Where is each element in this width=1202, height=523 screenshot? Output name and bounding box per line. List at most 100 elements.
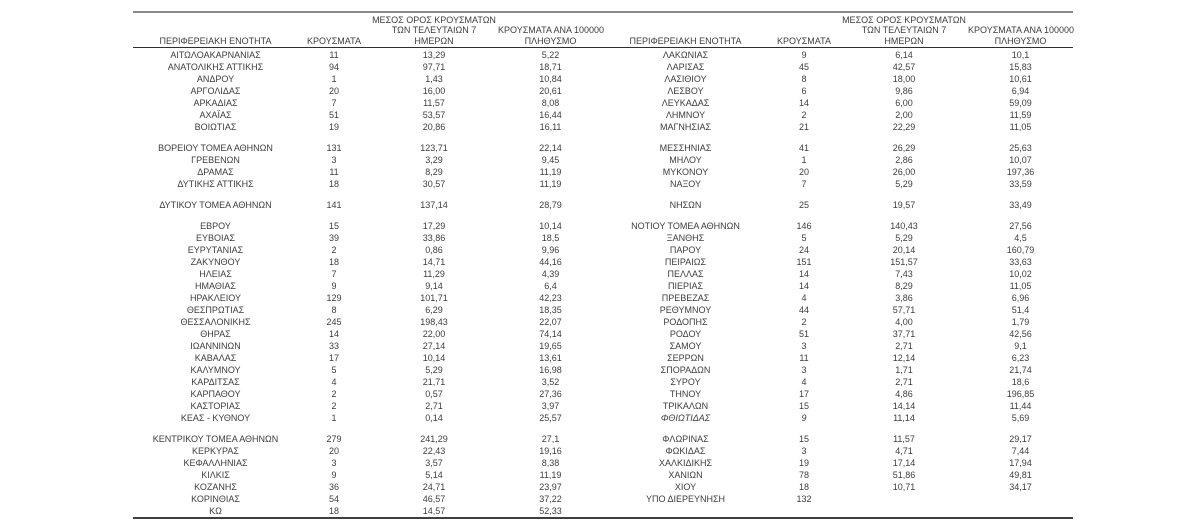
cell-cases: 41: [798, 143, 809, 153]
table-row: ΔΡΑΜΑΣ 11 8,29 11,19: [133, 166, 603, 178]
table-row: ΥΠΟ ΔΙΕΡΕΥΝΗΣΗ 132: [603, 493, 1073, 505]
cell-cases: 3: [801, 446, 807, 456]
table-row: ΣΑΜΟΥ 3 2,71 9,1: [603, 340, 1073, 352]
cell-per100k: 25,63: [1009, 143, 1032, 153]
cell-per100k: 37,22: [539, 494, 562, 504]
cell-per100k: 10,1: [1011, 50, 1030, 60]
cell-per100k: 28,79: [539, 200, 562, 210]
cell-cases: 39: [328, 233, 339, 243]
cell-avg7: 11,57: [423, 98, 445, 108]
table-header-row: ΠΕΡΙΦΕΡΕΙΑΚΗ ΕΝΟΤΗΤΑ ΚΡΟΥΣΜΑΤΑ ΜΕΣΟΣ ΟΡΟ…: [133, 11, 1074, 48]
cell-cases: 2: [801, 110, 807, 120]
per100k-column-header: ΚΡΟΥΣΜΑΤΑ ΑΝΑ 100000 ΠΛΗΘΥΣΜΟ: [968, 25, 1074, 46]
cell-cases: 20: [328, 86, 339, 96]
cell-per100k: 1,79: [1011, 317, 1030, 327]
cell-cases: 9: [331, 281, 337, 291]
cell-avg7: 26,29: [892, 143, 916, 153]
cell-cases: 20: [328, 446, 339, 456]
cell-per100k: 11,44: [1009, 401, 1032, 411]
table-row: ΡΕΘΥΜΝΟΥ 44 57,71 51,4: [603, 304, 1073, 316]
cell-per100k: 42,23: [539, 293, 562, 303]
table-row: ΒΟΙΩΤΙΑΣ 19 20,86 16,11: [133, 121, 603, 133]
cell-cases: 19: [328, 122, 339, 132]
table-row: ΦΘΙΩΤΙΔΑΣ 9 11,14 5,69: [603, 412, 1073, 424]
cell-region: ΣΕΡΡΩΝ: [667, 353, 704, 363]
table-row: ΤΗΝΟΥ 17 4,86 196,85: [603, 388, 1073, 400]
table-row: ΖΑΚΥΝΘΟΥ 18 14,71 44,16: [133, 256, 603, 268]
cell-region: ΕΥΒΟΙΑΣ: [195, 233, 236, 243]
cell-region: ΗΜΑΘΙΑΣ: [195, 281, 236, 291]
cell-cases: 33: [328, 341, 339, 351]
table-row: ΜΗΛΟΥ 1 2,86 10,07: [603, 154, 1073, 166]
cell-region: ΘΕΣΣΑΛΟΝΙΚΗΣ: [180, 317, 251, 327]
cell-per100k: 42,56: [1009, 329, 1032, 339]
table-row: ΔΥΤΙΚΗΣ ΑΤΤΙΚΗΣ 18 30,57 11,19: [133, 178, 603, 190]
cell-per100k: 59,09: [1009, 98, 1032, 108]
cell-avg7: 33,86: [422, 233, 446, 243]
cell-avg7: 6,14: [895, 50, 913, 60]
cell-cases: 45: [798, 62, 809, 72]
table-row: ΛΕΣΒΟΥ 6 9,86 6,94: [603, 85, 1073, 97]
cell-region: ΧΑΛΚΙΔΙΚΗΣ: [658, 458, 713, 468]
cell-region: ΣΥΡΟΥ: [670, 377, 701, 387]
cell-per100k: 9,96: [541, 245, 560, 255]
cell-per100k: 20,61: [539, 86, 562, 96]
cell-per100k: 18,71: [539, 62, 562, 72]
cell-avg7: 5,29: [895, 179, 913, 189]
cell-avg7: 5,29: [425, 365, 443, 375]
cell-cases: 4: [331, 377, 337, 387]
table-row: ΗΡΑΚΛΕΙΟΥ 129 101,71 42,23: [133, 292, 603, 304]
per100k-column-header: ΚΡΟΥΣΜΑΤΑ ΑΝΑ 100000 ΠΛΗΘΥΣΜΟ: [498, 25, 604, 46]
cell-region: ΘΗΡΑΣ: [200, 329, 231, 339]
cell-region: ΚΑΣΤΟΡΙΑΣ: [190, 401, 241, 411]
cell-avg7: 11,57: [893, 434, 915, 444]
table-row: ΚΟΖΑΝΗΣ 36 24,71 23,97: [133, 481, 603, 493]
cell-per100k: 27,1: [541, 434, 560, 444]
cell-avg7: 9,86: [895, 86, 913, 96]
cell-cases: 3: [801, 341, 807, 351]
table-row: ΣΠΟΡΑΔΩΝ 3 1,71 21,74: [603, 364, 1073, 376]
cell-cases: 9: [331, 470, 337, 480]
region-column-header: ΠΕΡΙΦΕΡΕΙΑΚΗ ΕΝΟΤΗΤΑ: [159, 35, 272, 46]
cell-cases: 24: [798, 245, 809, 255]
table-row: ΛΗΜΝΟΥ 2 2,00 11,59: [603, 109, 1073, 121]
cell-region: ΜΕΣΣΗΝΙΑΣ: [659, 143, 712, 153]
cell-per100k: 34,17: [1009, 482, 1032, 492]
cell-cases: 279: [326, 434, 342, 444]
cell-per100k: 10,14: [539, 221, 562, 231]
cell-per100k: 4,5: [1014, 233, 1027, 243]
cell-region: ΞΑΝΘΗΣ: [666, 233, 705, 243]
cell-per100k: 11,19: [539, 470, 562, 480]
cell-per100k: 18,35: [539, 305, 562, 315]
group-gap: [133, 133, 603, 142]
cell-per100k: 16,44: [539, 110, 562, 120]
cell-per100k: 197,36: [1006, 167, 1035, 177]
table-row: ΑΝΑΤΟΛΙΚΗΣ ΑΤΤΙΚΗΣ 94 97,71 18,71: [133, 61, 603, 73]
cell-region: ΑΝΑΤΟΛΙΚΗΣ ΑΤΤΙΚΗΣ: [167, 62, 264, 72]
cell-region: ΕΒΡΟΥ: [200, 221, 231, 231]
cell-region: ΠΡΕΒΕΖΑΣ: [661, 293, 710, 303]
table-row: ΚΕΡΚΥΡΑΣ 20 22,43 19,16: [133, 445, 603, 457]
table-row: ΚΙΛΚΙΣ 9 5,14 11,19: [133, 469, 603, 481]
cell-avg7: 22,29: [892, 122, 916, 132]
cell-region: ΡΕΘΥΜΝΟΥ: [659, 305, 712, 315]
cell-avg7: 10,71: [892, 482, 916, 492]
table-row: ΦΩΚΙΔΑΣ 3 4,71 7,44: [603, 445, 1073, 457]
cell-avg7: 0,14: [425, 413, 443, 423]
table-row: ΒΟΡΕΙΟΥ ΤΟΜΕΑ ΑΘΗΝΩΝ 131 123,71 22,14: [133, 142, 603, 154]
cell-per100k: 16,98: [539, 365, 562, 375]
table-row: ΓΡΕΒΕΝΩΝ 3 3,29 9,45: [133, 154, 603, 166]
cell-region: ΡΟΔΟΠΗΣ: [663, 317, 708, 327]
cell-region: ΑΝΔΡΟΥ: [196, 74, 235, 84]
cell-cases: 18: [328, 506, 339, 516]
cell-region: ΗΛΕΙΑΣ: [199, 269, 232, 279]
table-row: ΝΑΞΟΥ 7 5,29 33,59: [603, 178, 1073, 190]
cell-per100k: 11,19: [539, 179, 562, 189]
cell-region: ΚΑΒΑΛΑΣ: [194, 353, 237, 363]
cases-column-header: ΚΡΟΥΣΜΑΤΑ: [777, 35, 831, 46]
cell-region: ΕΥΡΥΤΑΝΙΑΣ: [187, 245, 244, 255]
cell-region: ΛΗΜΝΟΥ: [665, 110, 706, 120]
cell-region: ΚΕΝΤΡΙΚΟΥ ΤΟΜΕΑ ΑΘΗΝΩΝ: [152, 434, 279, 444]
region-column-header: ΠΕΡΙΦΕΡΕΙΑΚΗ ΕΝΟΤΗΤΑ: [629, 35, 742, 46]
cell-cases: 9: [801, 50, 807, 60]
